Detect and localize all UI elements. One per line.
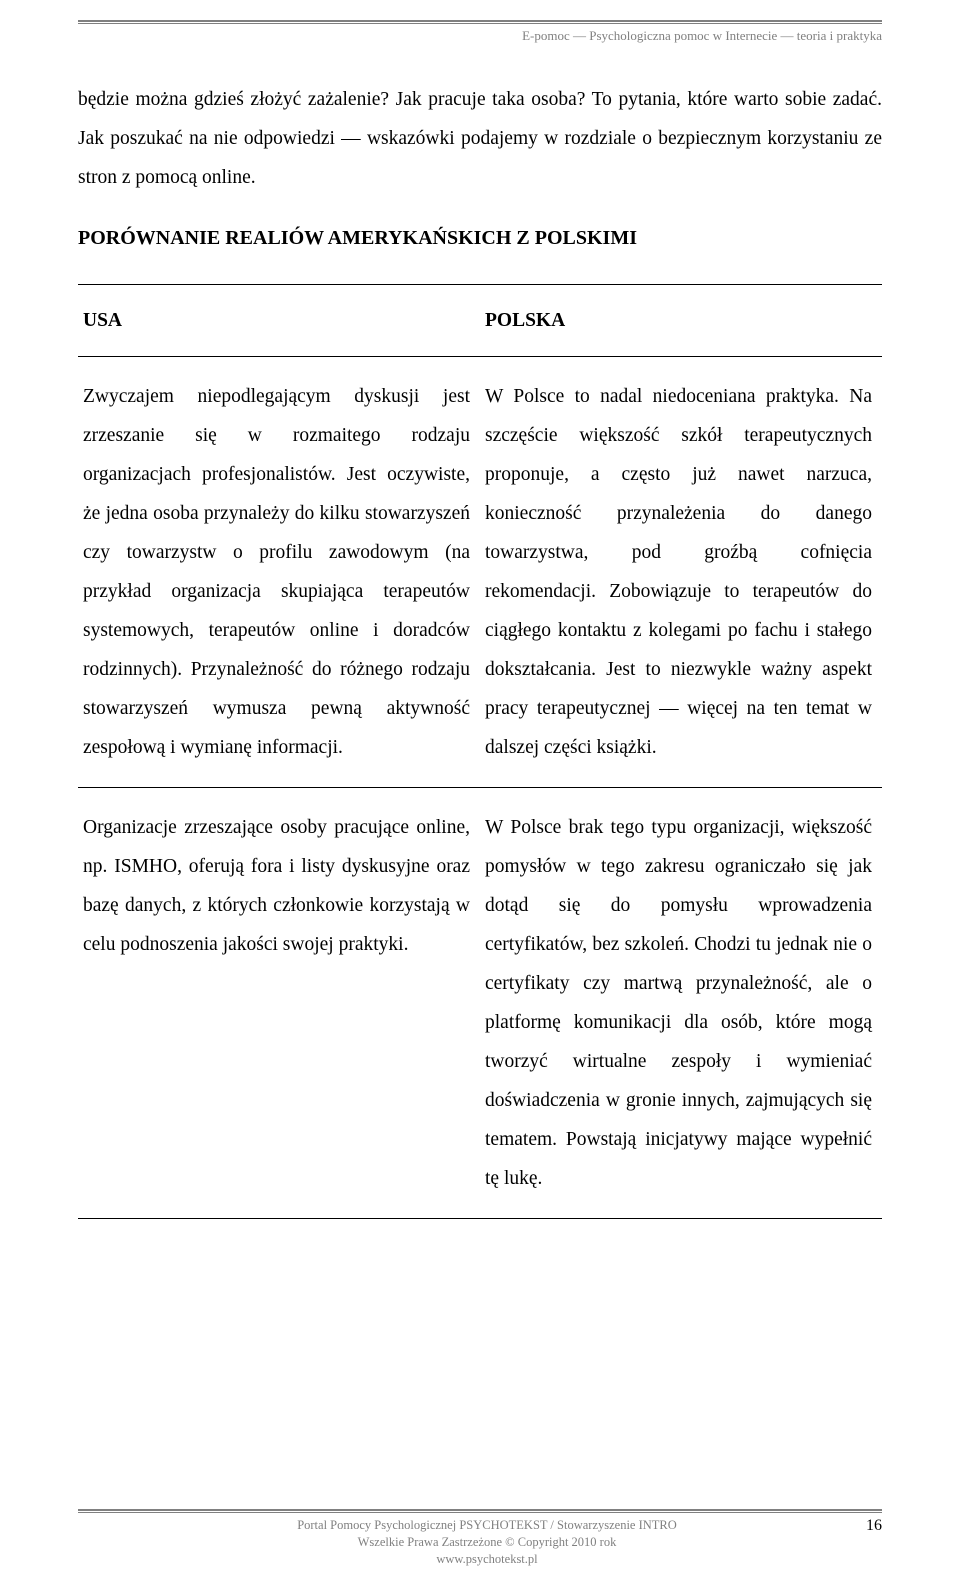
footer-rule bbox=[78, 1509, 882, 1513]
running-header: E-pomoc — Psychologiczna pomoc w Interne… bbox=[78, 28, 882, 44]
page-number: 16 bbox=[856, 1517, 882, 1535]
header-rule bbox=[78, 20, 882, 24]
table-row: Organizacje zrzeszające osoby pracujące … bbox=[78, 788, 882, 1219]
section-heading: PORÓWNANIE REALIÓW AMERYKAŃSKICH Z POLSK… bbox=[78, 227, 882, 250]
table-cell-usa: Zwyczajem niepodlegającym dyskusji jest … bbox=[78, 357, 480, 788]
footer-line-2: Wszelkie Prawa Zastrzeżone © Copyright 2… bbox=[118, 1534, 856, 1551]
table-cell-polska: W Polsce brak tego typu organizacji, wię… bbox=[480, 788, 882, 1219]
footer-line-1: Portal Pomocy Psychologicznej PSYCHOTEKS… bbox=[118, 1517, 856, 1534]
page-footer: Portal Pomocy Psychologicznej PSYCHOTEKS… bbox=[78, 1509, 882, 1568]
footer-content: Portal Pomocy Psychologicznej PSYCHOTEKS… bbox=[78, 1517, 882, 1568]
footer-line-3: www.psychotekst.pl bbox=[118, 1551, 856, 1568]
intro-paragraph: będzie można gdzieś złożyć zażalenie? Ja… bbox=[78, 80, 882, 197]
comparison-table: USA POLSKA Zwyczajem niepodlegającym dys… bbox=[78, 284, 882, 1219]
table-row: Zwyczajem niepodlegającym dyskusji jest … bbox=[78, 357, 882, 788]
footer-center: Portal Pomocy Psychologicznej PSYCHOTEKS… bbox=[118, 1517, 856, 1568]
table-cell-polska: W Polsce to nadal niedoceniana praktyka.… bbox=[480, 357, 882, 788]
table-cell-usa: Organizacje zrzeszające osoby pracujące … bbox=[78, 788, 480, 1219]
table-header-polska: POLSKA bbox=[480, 285, 882, 357]
table-header-usa: USA bbox=[78, 285, 480, 357]
table-header-row: USA POLSKA bbox=[78, 285, 882, 357]
page: E-pomoc — Psychologiczna pomoc w Interne… bbox=[0, 0, 960, 1582]
